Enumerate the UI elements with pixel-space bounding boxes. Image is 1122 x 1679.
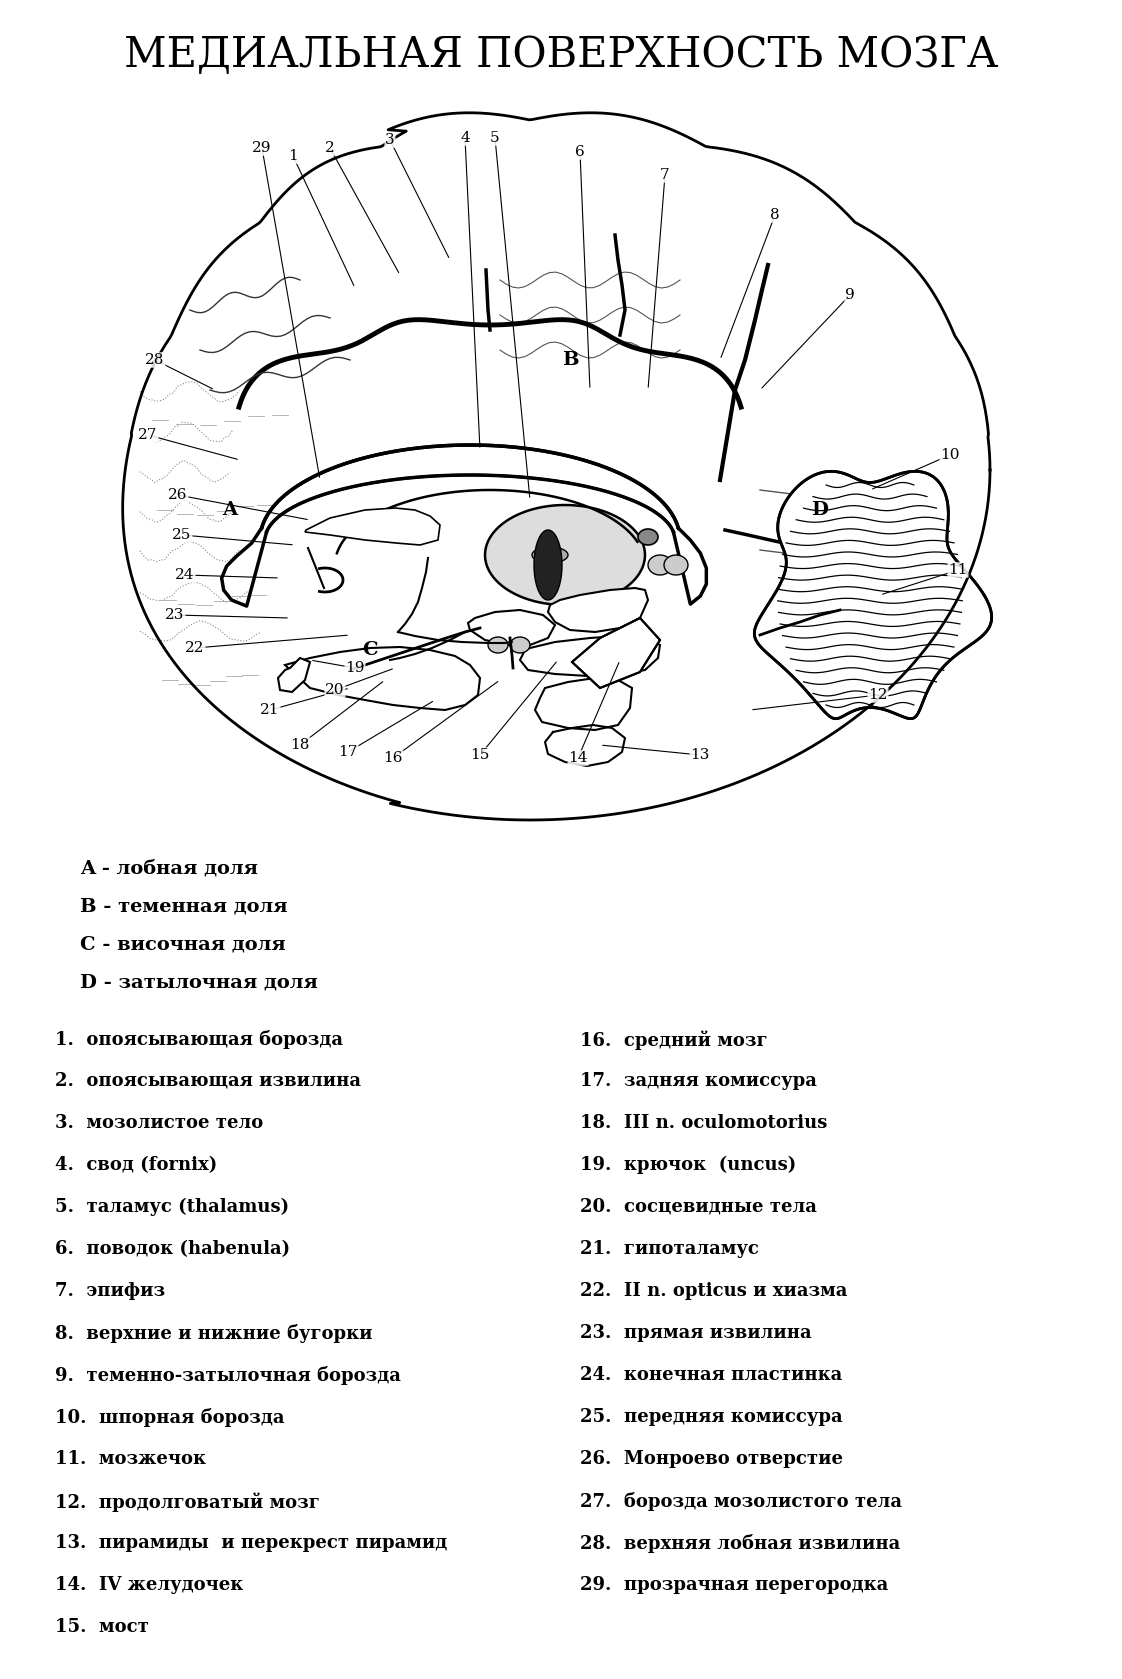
Text: 24: 24 xyxy=(175,568,195,583)
Text: D: D xyxy=(811,500,828,519)
Text: 29.  прозрачная перегородка: 29. прозрачная перегородка xyxy=(580,1577,889,1593)
Text: 29: 29 xyxy=(252,141,272,154)
Text: 6.  поводок (habenula): 6. поводок (habenula) xyxy=(55,1241,291,1258)
Text: 2.  опоясывающая извилина: 2. опоясывающая извилина xyxy=(55,1071,361,1090)
Text: 3: 3 xyxy=(385,133,395,148)
Polygon shape xyxy=(278,658,310,692)
Text: 28: 28 xyxy=(146,353,165,368)
Text: 19.  крючок  (uncus): 19. крючок (uncus) xyxy=(580,1157,797,1174)
Polygon shape xyxy=(535,678,632,730)
Text: 16.  средний мозг: 16. средний мозг xyxy=(580,1029,767,1049)
Polygon shape xyxy=(511,636,530,653)
Text: C: C xyxy=(362,641,378,658)
Text: 25.  передняя комиссура: 25. передняя комиссура xyxy=(580,1409,843,1425)
Text: 17.  задняя комиссура: 17. задняя комиссура xyxy=(580,1071,817,1090)
Text: 25: 25 xyxy=(173,527,192,542)
Text: B - теменная доля: B - теменная доля xyxy=(80,898,287,917)
Text: 18: 18 xyxy=(291,739,310,752)
Polygon shape xyxy=(572,618,660,688)
Text: 12: 12 xyxy=(868,688,888,702)
Text: 20: 20 xyxy=(325,683,344,697)
Text: 10: 10 xyxy=(940,448,959,462)
Text: 28.  верхняя лобная извилина: 28. верхняя лобная извилина xyxy=(580,1535,900,1553)
Text: 27: 27 xyxy=(138,428,158,442)
Text: 22: 22 xyxy=(185,641,204,655)
Polygon shape xyxy=(485,505,645,604)
Text: 2: 2 xyxy=(325,141,334,154)
Text: 5.  таламус (thalamus): 5. таламус (thalamus) xyxy=(55,1199,289,1216)
Polygon shape xyxy=(649,556,672,574)
Text: 16: 16 xyxy=(384,751,403,766)
Polygon shape xyxy=(548,588,649,631)
Text: 15.  мост: 15. мост xyxy=(55,1619,149,1635)
Text: МЕДИАЛЬНАЯ ПОВЕРХНОСТЬ МОЗГА: МЕДИАЛЬНАЯ ПОВЕРХНОСТЬ МОЗГА xyxy=(123,34,999,76)
Text: 12.  продолговатый мозг: 12. продолговатый мозг xyxy=(55,1493,320,1511)
Text: 17: 17 xyxy=(339,745,358,759)
Text: 10.  шпорная борозда: 10. шпорная борозда xyxy=(55,1409,285,1427)
Text: 8: 8 xyxy=(770,208,780,222)
Text: 13: 13 xyxy=(690,749,710,762)
Polygon shape xyxy=(638,529,657,546)
Text: 21.  гипоталамус: 21. гипоталамус xyxy=(580,1241,758,1258)
Text: 6: 6 xyxy=(576,144,585,160)
Polygon shape xyxy=(488,636,508,653)
Text: A - лобная доля: A - лобная доля xyxy=(80,860,258,878)
Text: 24.  конечная пластинка: 24. конечная пластинка xyxy=(580,1367,843,1383)
Text: 8.  верхние и нижние бугорки: 8. верхние и нижние бугорки xyxy=(55,1325,373,1343)
Text: 7.  эпифиз: 7. эпифиз xyxy=(55,1283,165,1300)
Polygon shape xyxy=(532,547,568,562)
Text: 1.  опоясывающая борозда: 1. опоясывающая борозда xyxy=(55,1029,343,1049)
Text: 9: 9 xyxy=(845,289,855,302)
Polygon shape xyxy=(519,636,660,677)
Text: 26.  Монроево отверстие: 26. Монроево отверстие xyxy=(580,1451,843,1467)
Polygon shape xyxy=(122,112,990,819)
Text: 21: 21 xyxy=(260,704,279,717)
Text: 27.  борозда мозолистого тела: 27. борозда мозолистого тела xyxy=(580,1493,902,1511)
Text: 9.  теменно-затылочная борозда: 9. теменно-затылочная борозда xyxy=(55,1367,401,1385)
Text: 23.  прямая извилина: 23. прямая извилина xyxy=(580,1325,811,1342)
Polygon shape xyxy=(754,472,992,719)
Text: 11.  мозжечок: 11. мозжечок xyxy=(55,1451,206,1467)
Text: 5: 5 xyxy=(490,131,499,144)
Polygon shape xyxy=(305,509,440,546)
Text: 1: 1 xyxy=(288,149,297,163)
Text: 20.  сосцевидные тела: 20. сосцевидные тела xyxy=(580,1199,817,1216)
Text: 19: 19 xyxy=(346,662,365,675)
Text: 13.  пирамиды  и перекрест пирамид: 13. пирамиды и перекрест пирамид xyxy=(55,1535,448,1551)
Text: 15: 15 xyxy=(470,749,489,762)
Text: 3.  мозолистое тело: 3. мозолистое тело xyxy=(55,1113,264,1132)
Polygon shape xyxy=(534,531,562,599)
Text: D - затылочная доля: D - затылочная доля xyxy=(80,974,318,992)
Polygon shape xyxy=(468,609,555,645)
Text: A: A xyxy=(222,500,238,519)
Text: 22.  II n. opticus и хиазма: 22. II n. opticus и хиазма xyxy=(580,1283,847,1300)
Text: 11: 11 xyxy=(948,562,968,578)
Polygon shape xyxy=(285,646,480,710)
Polygon shape xyxy=(664,556,688,574)
Text: C - височная доля: C - височная доля xyxy=(80,935,286,954)
Text: 23: 23 xyxy=(165,608,185,621)
Text: B: B xyxy=(562,351,578,369)
Text: 7: 7 xyxy=(660,168,670,181)
Text: 14: 14 xyxy=(568,751,588,766)
Polygon shape xyxy=(261,445,679,532)
Text: 14.  IV желудочек: 14. IV желудочек xyxy=(55,1577,243,1593)
Text: 18.  III n. oculomotorius: 18. III n. oculomotorius xyxy=(580,1113,827,1132)
Text: 4.  свод (fornix): 4. свод (fornix) xyxy=(55,1157,218,1174)
Text: 26: 26 xyxy=(168,489,187,502)
Text: 4: 4 xyxy=(460,131,470,144)
